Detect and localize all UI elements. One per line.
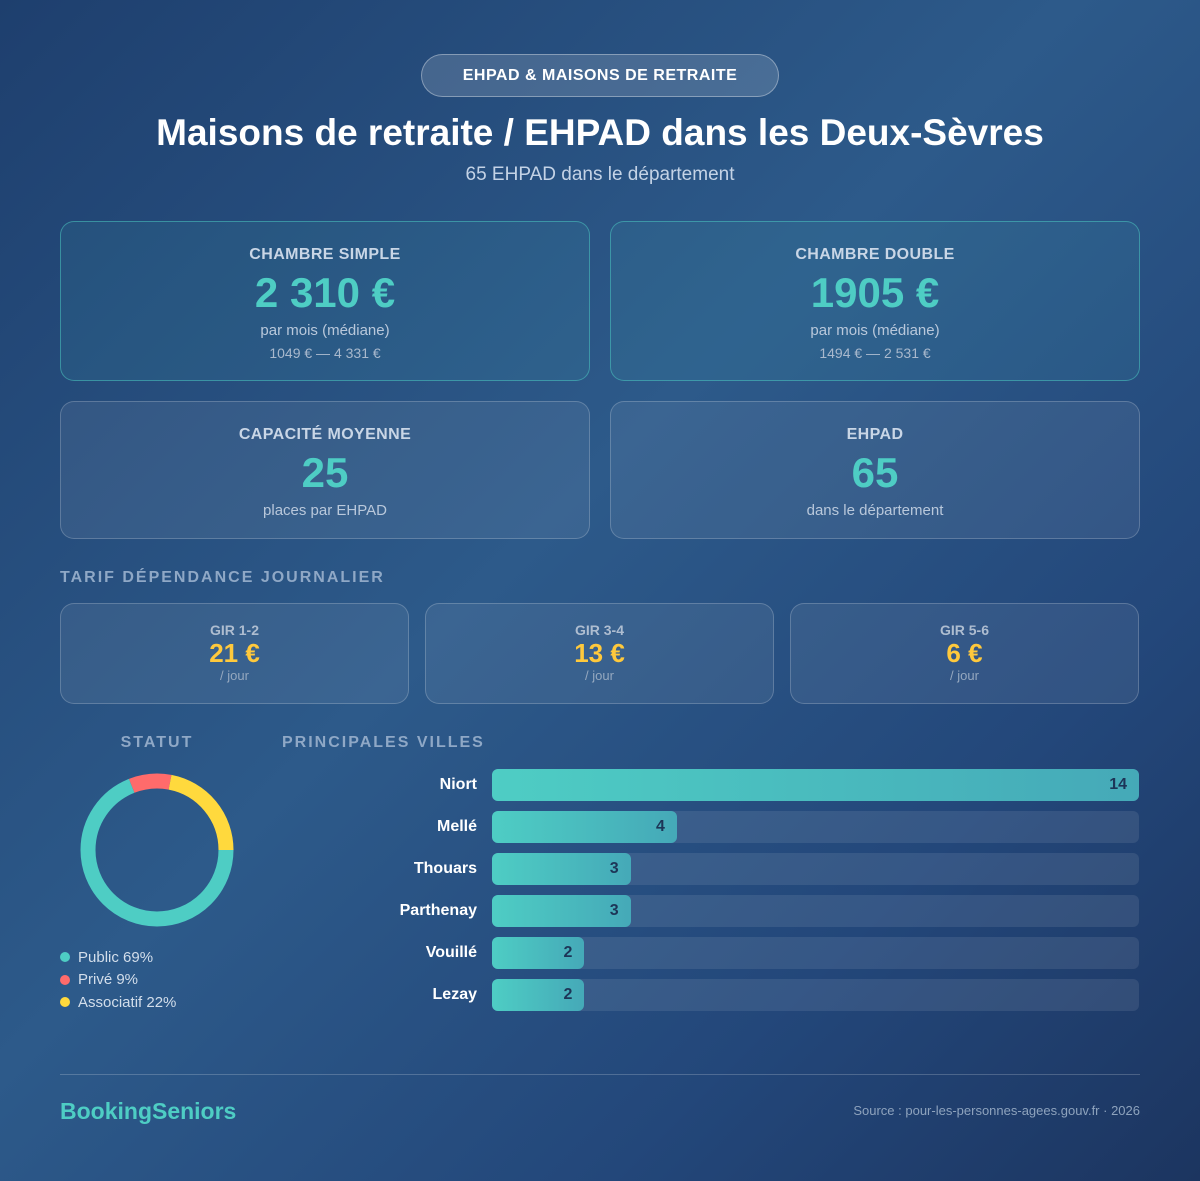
legend-label: Associatif 22%	[78, 993, 177, 1011]
card-label: CAPACITÉ MOYENNE	[238, 426, 412, 443]
brand: BookingSeniors	[60, 1098, 237, 1124]
gir-value: 21 €	[209, 638, 260, 668]
bar-value: 3	[609, 902, 619, 919]
title: Maisons de retraite / EHPAD dans les Deu…	[156, 112, 1044, 153]
bar	[492, 979, 585, 1011]
section-title: PRINCIPALES VILLES	[282, 734, 485, 751]
gir-unit: / jour	[585, 668, 614, 683]
legend-dot	[60, 952, 70, 962]
bar-value: 14	[1109, 776, 1127, 793]
bar-track	[492, 937, 1139, 969]
legend-item: Public 69%	[60, 946, 153, 968]
donut-slice	[80, 773, 234, 927]
legend-label: Public 69%	[78, 948, 154, 966]
gir-unit: / jour	[950, 668, 979, 683]
legend-label: Privé 9%	[78, 971, 139, 988]
card-note: dans le département	[806, 502, 944, 519]
section-title: TARIF DÉPENDANCE JOURNALIER	[60, 569, 385, 586]
bar	[492, 769, 1139, 801]
city-label: Thouars	[413, 860, 477, 877]
city-label: Parthenay	[399, 902, 477, 919]
gir-card: GIR 1-2 21 € / jour	[60, 603, 409, 704]
card-note: places par EHPAD	[263, 502, 387, 519]
city-label: Lezay	[432, 986, 477, 1003]
card-value: 25	[301, 449, 349, 496]
legend-item: Associatif 22%	[60, 991, 176, 1013]
gir-card: GIR 3-4 13 € / jour	[425, 603, 774, 704]
gir-label: GIR 1-2	[209, 622, 259, 638]
bar-value: 2	[563, 986, 573, 1003]
card-note: par mois (médiane)	[260, 322, 390, 339]
price-card: CHAMBRE DOUBLE 1905 € par mois (médiane) 14…	[610, 221, 1140, 381]
card-label: CHAMBRE DOUBLE	[795, 246, 955, 263]
city-label: Vouillé	[425, 944, 477, 961]
gir-unit: / jour	[220, 668, 249, 683]
bar	[492, 895, 631, 927]
divider	[60, 1074, 1140, 1075]
card-label: CHAMBRE SIMPLE	[249, 246, 401, 263]
source: Source : pour-les-personnes-agees.gouv.f…	[853, 1103, 1140, 1118]
city-label: Mellé	[436, 818, 477, 835]
legend-dot	[60, 997, 70, 1007]
card-note: par mois (médiane)	[810, 322, 940, 339]
legend-item: Privé 9%	[60, 969, 138, 991]
gir-value: 13 €	[574, 638, 625, 668]
donut-chart	[80, 773, 234, 927]
gir-value: 6 €	[946, 638, 983, 668]
gir-card: GIR 5-6 6 € / jour	[790, 603, 1139, 704]
card-value: 1905 €	[810, 269, 940, 316]
card-value: 65	[851, 449, 899, 496]
gir-label: GIR 5-6	[939, 622, 989, 638]
section-title: STATUT	[120, 734, 194, 751]
badge: EHPAD & MAISONS DE RETRAITE	[421, 54, 779, 97]
bar	[492, 937, 585, 969]
card-range: 1494 € — 2 531 €	[819, 345, 931, 361]
gir-label: GIR 3-4	[574, 622, 624, 638]
subtitle: 65 EHPAD dans le département	[465, 164, 735, 185]
info-card: EHPAD 65 dans le département	[610, 401, 1140, 539]
info-card: CAPACITÉ MOYENNE 25 places par EHPAD	[60, 401, 590, 539]
card-range: 1049 € — 4 331 €	[269, 345, 381, 361]
bar-value: 4	[655, 818, 665, 835]
bar-value: 3	[609, 860, 619, 877]
city-label: Niort	[439, 776, 477, 793]
donut-slice	[80, 773, 234, 927]
bar	[492, 811, 677, 843]
price-card: CHAMBRE SIMPLE 2 310 € par mois (médiane) 1…	[60, 221, 590, 381]
card-value: 2 310 €	[254, 269, 396, 316]
bar	[492, 853, 631, 885]
bar-track	[492, 979, 1139, 1011]
bar-value: 2	[563, 944, 573, 961]
card-label: EHPAD	[846, 426, 904, 443]
legend-dot	[60, 974, 70, 985]
